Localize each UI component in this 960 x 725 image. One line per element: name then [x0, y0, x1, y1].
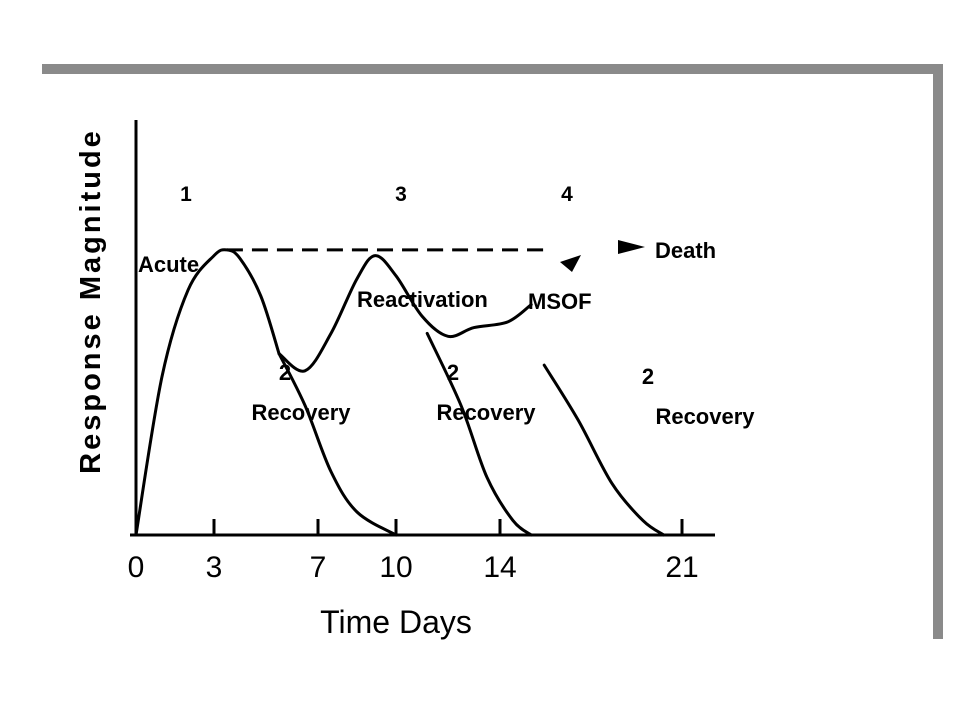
region-label-1: 1: [180, 183, 192, 206]
recovery-2-label: Recovery: [436, 400, 536, 425]
reactivation-label: Reactivation: [357, 287, 488, 312]
tick-layer: 0 3 7 10 14 21: [128, 519, 699, 584]
recovery-3-label: Recovery: [655, 404, 755, 429]
x-tick-label: 14: [483, 551, 516, 584]
msof-arrowhead: [560, 255, 581, 272]
x-tick-label: 7: [310, 551, 327, 584]
series-reactivation: [277, 254, 533, 373]
region-label-3: 3: [395, 183, 407, 206]
frame-right-bar: [933, 64, 943, 639]
x-tick-label: 0: [128, 551, 145, 584]
x-tick-label: 3: [206, 551, 223, 584]
recovery-1-number: 2: [279, 360, 291, 385]
recovery-3-number: 2: [642, 364, 654, 389]
series-recovery-1: [277, 352, 398, 537]
series-recovery-3: [542, 363, 666, 537]
x-axis-title: Time Days: [320, 604, 472, 640]
x-tick-label: 21: [665, 551, 698, 584]
death-label: Death: [655, 238, 716, 263]
y-axis-title: Response Magnitude: [75, 128, 107, 474]
x-tick-label: 10: [379, 551, 412, 584]
msof-label: MSOF: [528, 289, 592, 314]
recovery-1-label: Recovery: [251, 400, 351, 425]
series-recovery-2: [425, 331, 533, 537]
frame-top-bar: [42, 64, 943, 74]
acute-label: Acute: [138, 252, 199, 277]
series-layer: [134, 248, 666, 537]
series-acute-response: [134, 248, 281, 537]
death-arrowhead: [618, 240, 645, 254]
region-label-4: 4: [561, 183, 573, 206]
